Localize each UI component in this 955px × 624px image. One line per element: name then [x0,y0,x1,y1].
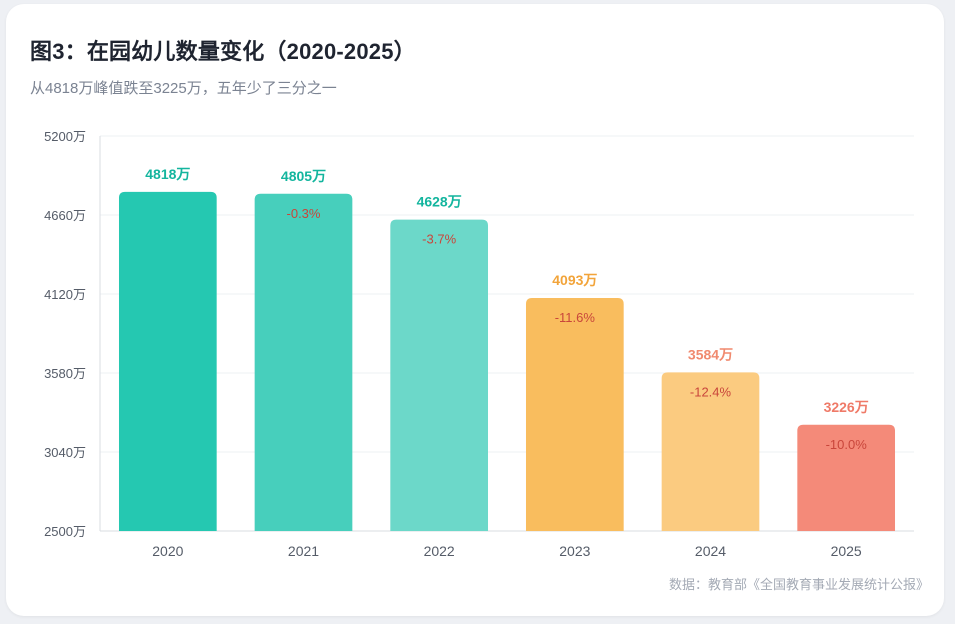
bar-2023 [525,297,624,531]
bar-2024 [661,372,760,531]
bar-2021 [254,193,353,531]
grid-layer [100,135,914,453]
x-tick-label-2024: 2024 [695,543,726,559]
value-label-2020: 4818万 [145,166,190,182]
x-tick-label-2023: 2023 [559,543,590,559]
value-label-2025: 3226万 [824,399,869,415]
change-label-2025: -10.0% [826,437,868,452]
bar-2020 [118,191,217,531]
label-layer: 4818万 4805万 -0.3% 4628万 -3.7% 4093万 -11.6% 3584… [145,166,868,452]
change-label-2023: -11.6% [555,310,596,325]
change-label-2022: -3.7% [422,232,456,247]
y-tick-label: 5200万 [44,129,86,144]
change-label-2024: -12.4% [690,384,732,399]
y-tick-label: 4120万 [44,287,86,302]
value-label-2024: 3584万 [688,346,733,362]
y-tick-label: 3580万 [44,366,86,381]
value-label-2023: 4093万 [552,272,597,288]
x-tick-label-2021: 2021 [288,543,319,559]
value-label-2022: 4628万 [417,194,462,210]
y-tick-label: 3040万 [44,445,86,460]
x-tick-label-2022: 2022 [424,543,455,559]
page-title: 图3：在园幼儿数量变化（2020-2025） [30,39,416,64]
y-tick-label: 2500万 [44,524,86,539]
x-tick-label-2020: 2020 [152,543,183,559]
change-label-2021: -0.3% [287,206,321,221]
value-label-2021: 4805万 [281,168,326,184]
bar-layer [118,191,896,531]
x-tick-label-2025: 2025 [831,543,862,559]
axis-layer: 2500万 3040万 3580万 4120万 4660万 5200万 2020 2021 20… [44,129,914,559]
page-subtitle: 从4818万峰值跌至3225万，五年少了三分之一 [30,80,337,97]
y-tick-label: 4660万 [44,208,86,223]
data-source-note: 数据：教育部《全国教育事业发展统计公报》 [668,577,929,592]
bar-2025 [797,424,896,531]
bar-2022 [390,219,489,531]
